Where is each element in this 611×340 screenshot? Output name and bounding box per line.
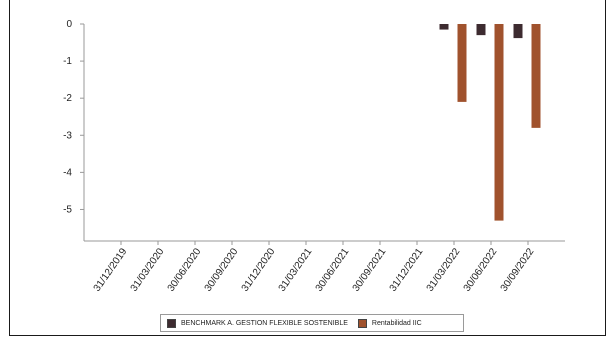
- bar-chart: 0-1-2-3-4-531/12/2019 31/03/2020 30/06/202…: [63, 19, 565, 294]
- x-tick-label: 30/06/2021: [314, 246, 352, 294]
- x-tick-label: 31/12/2020: [240, 246, 278, 294]
- y-tick-label: -4: [63, 167, 72, 178]
- bar-rentabilidad: [531, 24, 541, 128]
- legend: BENCHMARK A. GESTION FLEXIBLE SOSTENIBLE…: [160, 314, 464, 332]
- legend-item-benchmark: BENCHMARK A. GESTION FLEXIBLE SOSTENIBLE: [167, 318, 348, 328]
- x-tick-label: 30/06/2020: [166, 246, 204, 294]
- chart-border: [9, 0, 606, 336]
- bar-rentabilidad: [494, 24, 504, 221]
- legend-swatch-rentabilidad: [357, 318, 367, 328]
- legend-label-rentabilidad: Rentabilidad IIC: [371, 319, 422, 327]
- y-tick-label: -1: [63, 56, 72, 67]
- x-tick-label: 31/12/2021: [388, 246, 426, 294]
- y-tick-label: 0: [66, 19, 72, 30]
- bar-benchmark: [476, 24, 486, 36]
- x-tick-label: 30/09/2020: [203, 246, 241, 294]
- bar-benchmark: [439, 24, 449, 30]
- x-tick-label: 30/06/2022: [462, 246, 500, 294]
- x-tick-label: 31/03/2022: [425, 246, 463, 294]
- legend-item-rentabilidad: Rentabilidad IIC: [357, 318, 422, 328]
- legend-swatch-benchmark: [167, 318, 176, 328]
- x-tick-label: 31/12/2019: [92, 246, 130, 294]
- y-tick-label: -3: [63, 130, 72, 141]
- bar-rentabilidad: [457, 24, 467, 102]
- legend-label-benchmark: BENCHMARK A. GESTION FLEXIBLE SOSTENIBLE: [181, 319, 348, 327]
- x-tick-label: 30/09/2021: [351, 246, 389, 294]
- x-tick-label: 31/03/2020: [129, 246, 167, 294]
- y-tick-label: -5: [63, 204, 72, 215]
- x-tick-label: 30/09/2022: [499, 246, 537, 294]
- bar-benchmark: [513, 24, 523, 39]
- y-tick-label: -2: [63, 93, 72, 104]
- x-tick-label: 31/03/2021: [277, 246, 315, 294]
